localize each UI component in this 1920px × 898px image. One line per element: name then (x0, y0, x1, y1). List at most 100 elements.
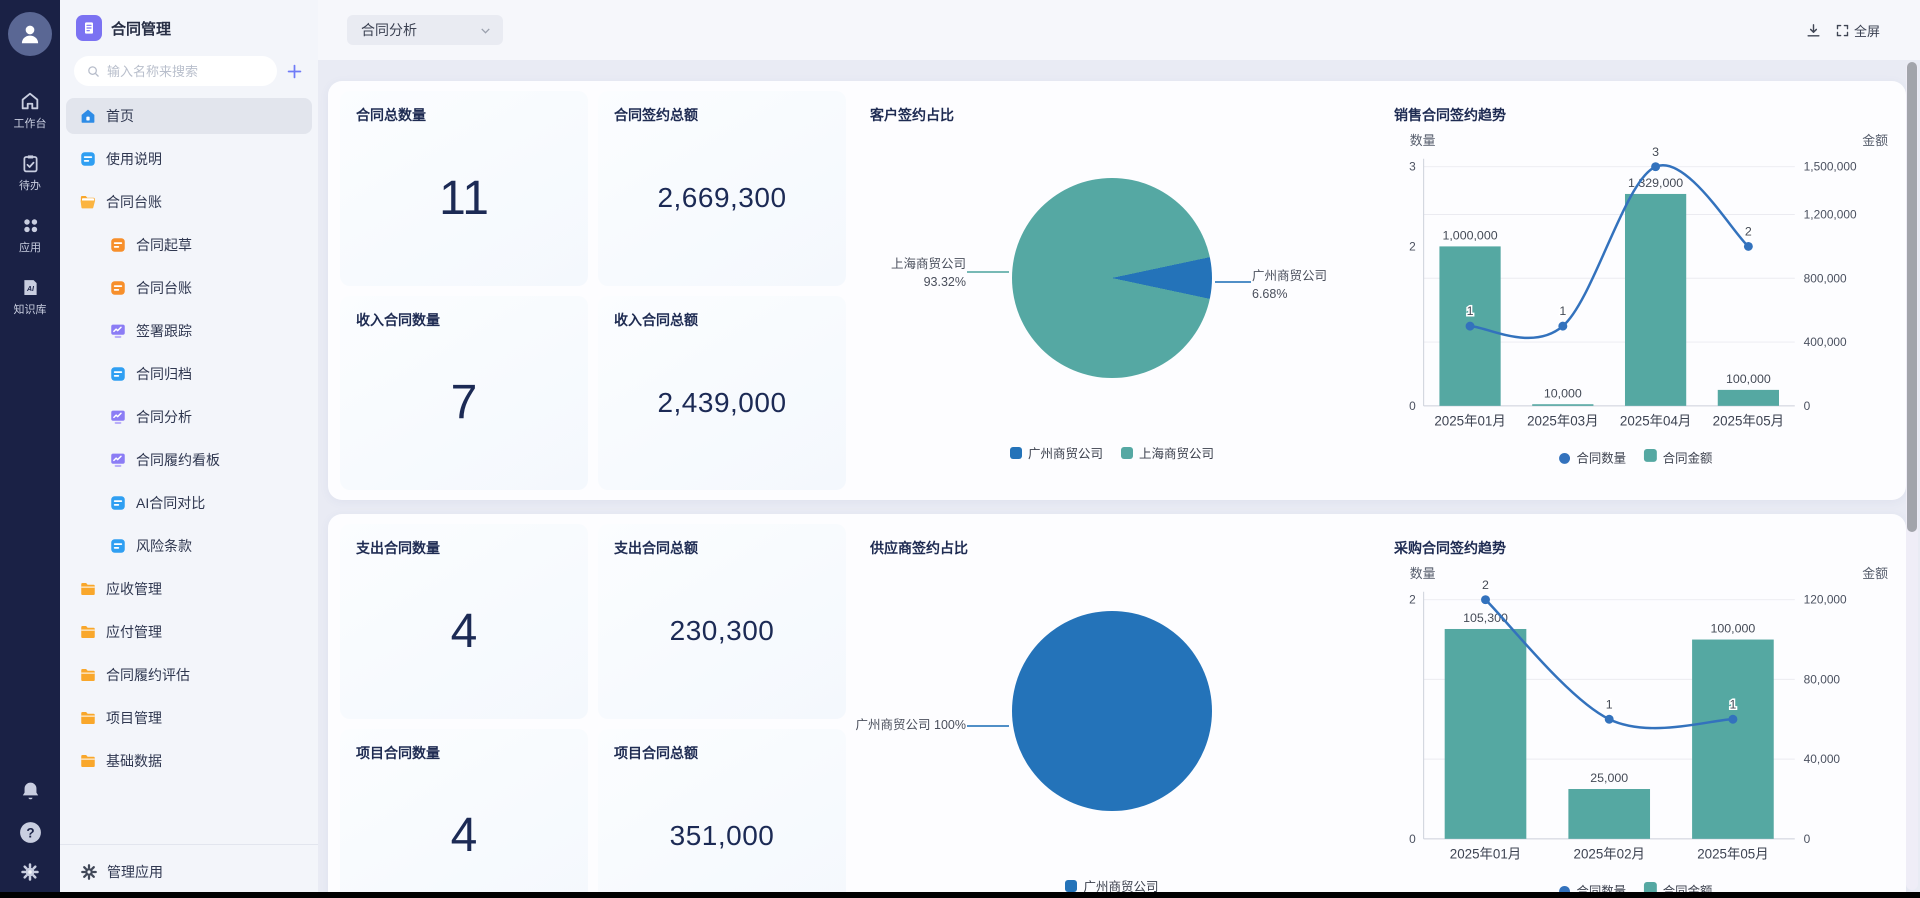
manage-app-button[interactable]: 管理应用 (60, 844, 318, 898)
folder-icon (79, 709, 97, 727)
legend-swatch-icon (1121, 446, 1133, 459)
svg-text:数量: 数量 (1410, 566, 1436, 581)
scrollbar-track[interactable] (1906, 62, 1918, 890)
pie-label-leader-line (1215, 281, 1251, 283)
doc-blue-icon (109, 537, 127, 555)
stat-card-title: 合同签约总额 (614, 107, 698, 123)
svg-text:120,000: 120,000 (1804, 593, 1847, 607)
search-icon (86, 64, 101, 79)
trend-chart: 数量 金额 120,000 80,000 40,000 0 2 0 2025年01月 2025年0… (1409, 566, 1888, 898)
download-button[interactable] (1805, 22, 1822, 39)
sidebar-item-应付管理[interactable]: 应付管理 (66, 614, 312, 650)
sidebar-item-合同归档[interactable]: 合同归档 (66, 356, 312, 392)
sidebar-item-label: 合同台账 (136, 280, 192, 296)
svg-text:金额: 金额 (1862, 133, 1888, 148)
legend-item[interactable]: 上海商贸公司 (1121, 443, 1214, 462)
sidebar-menu: 首页 使用说明 合同台账 合同起草 合同台账 签署跟踪 合同归档 合同分析 (60, 94, 318, 844)
pie-slice-label: 广州商贸公司 6.68% (1252, 269, 1328, 301)
settings-icon[interactable] (20, 862, 40, 882)
sidebar-item-label: 首页 (106, 108, 134, 124)
svg-text:0: 0 (1804, 399, 1811, 413)
pie-chart-block: 客户签约占比 广州商贸公司 6.68% 上海商贸公司 93.32% 广州商贸公司 上海商… (854, 91, 1370, 490)
svg-text:1: 1 (1467, 304, 1474, 318)
add-icon[interactable] (285, 62, 304, 81)
sidebar-item-合同台账[interactable]: 合同台账 (66, 184, 312, 220)
sidebar-item-基础数据[interactable]: 基础数据 (66, 743, 312, 779)
sidebar-item-首页[interactable]: 首页 (66, 98, 312, 134)
trend-chart-block: 销售合同签约趋势 数量 金额 1,500,000 1,200,000 800,000 400… (1378, 91, 1894, 490)
topbar: 合同分析 全屏 (318, 0, 1920, 60)
svg-text:数量: 数量 (1410, 133, 1436, 148)
svg-text:100,000: 100,000 (1711, 622, 1756, 636)
knowledge-ai-icon: AI (20, 277, 41, 298)
sidebar-item-使用说明[interactable]: 使用说明 (66, 141, 312, 177)
manage-app-label: 管理应用 (107, 863, 163, 880)
sidebar-item-合同分析[interactable]: 合同分析 (66, 399, 312, 435)
sidebar-item-label: AI合同对比 (136, 495, 206, 511)
app-sidebar: 合同管理 首页 使用说明 合同台账 合同起草 (60, 0, 318, 898)
person-icon (17, 21, 43, 47)
svg-text:400,000: 400,000 (1804, 335, 1847, 349)
bell-icon[interactable] (19, 780, 42, 803)
help-icon[interactable]: ? (18, 820, 43, 845)
stat-card-title: 支出合同数量 (356, 540, 440, 556)
sidebar-item-签署跟踪[interactable]: 签署跟踪 (66, 313, 312, 349)
rail-item-label: 知识库 (13, 304, 47, 316)
svg-text:?: ? (26, 826, 34, 841)
svg-text:0: 0 (1804, 832, 1811, 846)
chart-legend[interactable]: 广州商贸公司 (854, 876, 1370, 895)
stat-card-value: 7 (450, 376, 478, 430)
sidebar-item-label: 合同分析 (136, 409, 192, 425)
legend-item[interactable]: 广州商贸公司 (1065, 876, 1159, 895)
avatar[interactable] (8, 12, 52, 56)
sidebar-item-应收管理[interactable]: 应收管理 (66, 571, 312, 607)
stat-card-title: 项目合同数量 (356, 744, 440, 761)
rail-item-工作台[interactable]: 工作台 (14, 90, 47, 131)
svg-text:0: 0 (1409, 832, 1416, 846)
sidebar-item-项目管理[interactable]: 项目管理 (66, 700, 312, 736)
pie-chart: 广州商贸公司 100% (856, 611, 1212, 811)
svg-text:2: 2 (1409, 593, 1416, 607)
sidebar-item-label: 合同履约评估 (106, 667, 190, 683)
scrollbar-thumb[interactable] (1907, 62, 1917, 532)
sidebar-item-合同履约看板[interactable]: 合同履约看板 (66, 442, 312, 478)
stat-card-支出合同总额: 支出合同总额 230,300 (598, 524, 846, 719)
svg-text:合同数量: 合同数量 (1576, 450, 1626, 465)
sidebar-item-label: 合同起草 (136, 237, 192, 253)
monitor-purple-icon (109, 451, 127, 469)
sidebar-item-合同起草[interactable]: 合同起草 (66, 227, 312, 263)
rail-item-知识库[interactable]: AI 知识库 (14, 277, 47, 317)
svg-text:1: 1 (1606, 697, 1613, 711)
svg-text:1,000,000: 1,000,000 (1442, 228, 1497, 242)
stat-card-合同签约总额: 合同签约总额 2,669,300 (598, 91, 846, 286)
home-blue-icon (79, 107, 97, 125)
svg-text:1: 1 (1559, 304, 1566, 318)
pie-label-leader-line (967, 725, 1009, 727)
sidebar-item-合同履约评估[interactable]: 合同履约评估 (66, 657, 312, 693)
sidebar-item-风险条款[interactable]: 风险条款 (66, 528, 312, 564)
rail-item-应用[interactable]: 应用 (19, 215, 41, 255)
monitor-purple-icon (109, 322, 127, 340)
doc-blue-icon (109, 494, 127, 512)
stat-card-value: 230,300 (669, 615, 775, 647)
fullscreen-button[interactable]: 全屏 (1835, 21, 1880, 40)
svg-text:10,000: 10,000 (1544, 386, 1582, 400)
panel-0: 合同总数量 11 合同签约总额 2,669,300 收入合同数量 7 收入合同总… (328, 81, 1906, 500)
sidebar-item-AI合同对比[interactable]: AI合同对比 (66, 485, 312, 521)
search-box[interactable] (74, 56, 277, 86)
rail-item-label: 待办 (19, 180, 41, 192)
search-input[interactable] (107, 63, 265, 79)
svg-text:1: 1 (1729, 697, 1736, 711)
view-selector-dropdown[interactable]: 合同分析 (347, 15, 503, 45)
svg-text:25,000: 25,000 (1590, 771, 1628, 785)
chart-legend[interactable]: 广州商贸公司 上海商贸公司 (854, 443, 1370, 462)
legend-item[interactable]: 广州商贸公司 (1009, 443, 1103, 462)
rail-item-待办[interactable]: 待办 (19, 153, 41, 193)
main-area: 合同分析 全屏 (318, 0, 1920, 898)
stat-card-title: 项目合同总额 (614, 744, 698, 761)
sidebar-item-合同台账[interactable]: 合同台账 (66, 270, 312, 306)
trend-chart-block: 采购合同签约趋势 数量 金额 120,000 80,000 40,000 0 2 0 2025年0… (1378, 524, 1894, 898)
svg-text:2: 2 (1745, 224, 1752, 238)
stat-card-title: 收入合同总额 (614, 311, 698, 328)
